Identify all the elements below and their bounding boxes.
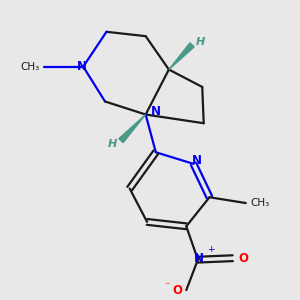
Text: H: H [108, 139, 118, 148]
Text: O: O [238, 252, 248, 265]
Text: H: H [196, 37, 205, 47]
Text: ⁻: ⁻ [165, 281, 170, 291]
Text: +: + [207, 245, 215, 254]
Text: N: N [194, 252, 204, 265]
Text: N: N [151, 105, 161, 118]
Text: O: O [172, 284, 183, 297]
Text: N: N [192, 154, 202, 167]
Text: CH₃: CH₃ [250, 198, 269, 208]
Polygon shape [169, 43, 194, 70]
Text: N: N [77, 60, 87, 73]
Text: CH₃: CH₃ [20, 61, 40, 72]
Polygon shape [119, 115, 146, 142]
